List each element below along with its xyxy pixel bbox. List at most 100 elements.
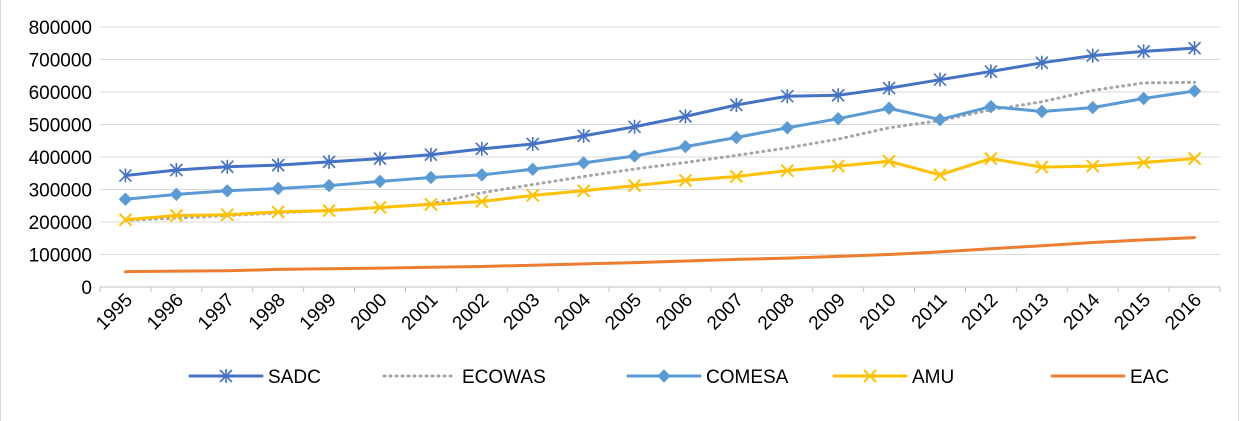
amu-point bbox=[169, 208, 184, 223]
legend-item-comesa: COMESA bbox=[626, 367, 789, 388]
sadc-point bbox=[322, 154, 336, 169]
eac-line bbox=[124, 236, 1196, 274]
x-tick-label: 2009 bbox=[805, 290, 850, 335]
y-tick-label: 800000 bbox=[29, 18, 92, 39]
sadc-point bbox=[1035, 55, 1049, 70]
amu-point bbox=[576, 184, 591, 198]
series-amu bbox=[118, 151, 1202, 227]
series-comesa bbox=[118, 84, 1202, 206]
comesa-point bbox=[322, 178, 336, 193]
comesa-point bbox=[1136, 91, 1151, 106]
series-eac bbox=[124, 236, 1196, 274]
comesa-point bbox=[678, 139, 693, 154]
comesa-point bbox=[169, 187, 184, 202]
amu-point bbox=[1187, 151, 1202, 166]
comesa-point bbox=[576, 156, 591, 170]
x-tick-label: 2010 bbox=[856, 290, 901, 335]
amu-point bbox=[118, 213, 133, 227]
x-tick-label: 2006 bbox=[652, 290, 697, 335]
y-tick-label: 0 bbox=[81, 278, 92, 299]
amu-point bbox=[831, 159, 845, 173]
amu-point bbox=[933, 168, 947, 182]
legend-label: EAC bbox=[1130, 367, 1169, 388]
frame-right-border bbox=[1238, 0, 1239, 421]
legend-item-amu: AMU bbox=[832, 367, 954, 388]
sadc-point bbox=[169, 163, 183, 177]
x-tick-label: 2015 bbox=[1110, 290, 1155, 335]
series-sadc bbox=[118, 41, 1202, 183]
comesa-point bbox=[831, 111, 845, 126]
sadc-line bbox=[124, 46, 1196, 177]
amu-point bbox=[627, 178, 642, 193]
sadc-point bbox=[1137, 44, 1151, 59]
y-tick-label: 700000 bbox=[29, 51, 92, 72]
x-tick-label: 1998 bbox=[245, 290, 290, 335]
sadc-point bbox=[984, 64, 998, 79]
legend-label: AMU bbox=[912, 367, 954, 388]
ecowas-line bbox=[124, 80, 1196, 222]
sadc-point bbox=[780, 89, 794, 104]
sadc-point bbox=[118, 168, 133, 183]
amu-point bbox=[373, 200, 387, 215]
legend-item-sadc: SADC bbox=[188, 367, 321, 388]
amu-point bbox=[424, 197, 438, 212]
x-tick-label: 2007 bbox=[703, 290, 748, 335]
comesa-point bbox=[220, 184, 234, 198]
legend-label: COMESA bbox=[706, 367, 789, 388]
amu-point bbox=[729, 169, 744, 184]
comesa-point bbox=[271, 181, 285, 196]
y-tick-label: 300000 bbox=[29, 181, 92, 202]
legend-label: SADC bbox=[268, 367, 321, 388]
sadc-point bbox=[220, 159, 234, 174]
amu-point bbox=[526, 188, 540, 203]
sadc-point bbox=[373, 151, 387, 166]
legend-marker bbox=[863, 369, 877, 383]
series-ecowas bbox=[124, 80, 1196, 222]
amu-point bbox=[984, 151, 998, 166]
x-tick-label: 2013 bbox=[1009, 290, 1054, 335]
x-tick-label: 1997 bbox=[194, 290, 239, 335]
x-tick-label: 2008 bbox=[754, 290, 799, 335]
comesa-point bbox=[424, 170, 438, 185]
amu-point bbox=[678, 173, 693, 188]
amu-point bbox=[882, 154, 896, 168]
sadc-point bbox=[678, 109, 693, 124]
comesa-point bbox=[729, 130, 744, 145]
amu-line bbox=[124, 157, 1196, 222]
sadc-point bbox=[1086, 48, 1100, 63]
y-tick-label: 200000 bbox=[29, 213, 92, 234]
comesa-point bbox=[1187, 84, 1202, 98]
x-tick-label: 2003 bbox=[500, 290, 545, 335]
amu-point bbox=[322, 203, 336, 218]
y-tick-label: 600000 bbox=[29, 83, 92, 104]
amu-point bbox=[475, 194, 489, 209]
comesa-point bbox=[984, 99, 998, 114]
amu-point bbox=[1086, 159, 1100, 173]
comesa-line bbox=[124, 89, 1196, 201]
comesa-point bbox=[933, 112, 947, 127]
comesa-point bbox=[475, 168, 489, 182]
amu-point bbox=[220, 208, 234, 222]
x-tick-label: 2004 bbox=[550, 289, 595, 334]
legend-item-ecowas: ECOWAS bbox=[382, 367, 546, 388]
amu-point bbox=[1136, 155, 1151, 170]
x-tick-label: 2012 bbox=[958, 290, 1003, 335]
sadc-point bbox=[424, 147, 438, 162]
frame-left-border bbox=[0, 0, 1, 421]
x-tick-label: 1999 bbox=[296, 290, 341, 335]
x-tick-label: 2002 bbox=[449, 290, 494, 335]
x-tick-label: 2000 bbox=[347, 290, 392, 335]
legend-item-eac: EAC bbox=[1050, 367, 1169, 388]
sadc-point bbox=[577, 128, 591, 143]
x-tick-label: 2001 bbox=[398, 290, 443, 335]
x-tick-label: 2014 bbox=[1060, 289, 1105, 334]
sadc-point bbox=[933, 72, 947, 87]
comesa-point bbox=[526, 162, 540, 177]
sadc-point bbox=[831, 88, 845, 103]
comesa-point bbox=[373, 174, 387, 189]
comesa-point bbox=[1086, 100, 1100, 115]
comesa-point bbox=[1035, 104, 1049, 119]
sadc-point bbox=[1187, 41, 1202, 56]
